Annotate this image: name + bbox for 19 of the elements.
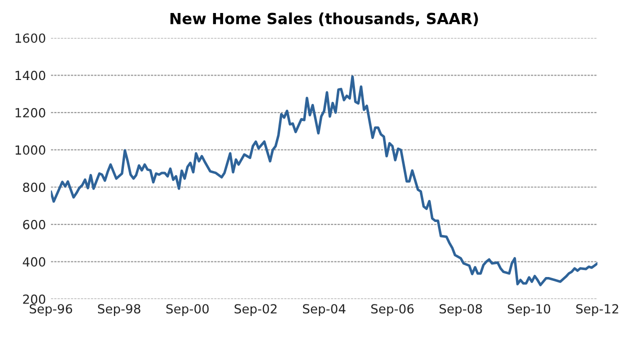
- y-tick-label: 1400: [16, 70, 46, 80]
- x-tick-label: Sep-06: [371, 304, 414, 316]
- y-tick-label: 400: [22, 257, 46, 267]
- y-tick-label: 1000: [16, 145, 46, 155]
- x-tick-label: Sep-00: [166, 304, 209, 316]
- y-tick-label: 1200: [16, 108, 46, 118]
- chart-title: New Home Sales (thousands, SAAR): [170, 12, 478, 26]
- x-tick-label: Sep-98: [98, 304, 140, 316]
- y-tick-label: 1600: [16, 33, 46, 43]
- x-tick-label: Sep-04: [302, 304, 346, 316]
- x-tick-label: Sep-02: [234, 304, 277, 316]
- x-tick-label: Sep-10: [508, 304, 550, 316]
- y-tick-label: 600: [23, 220, 46, 230]
- x-tick-label: Sep-08: [440, 304, 482, 316]
- line-series: [50, 75, 598, 286]
- y-tick-label: 200: [23, 294, 46, 304]
- x-tick-label: Sep-12: [576, 304, 618, 316]
- y-tick-label: 800: [23, 182, 46, 192]
- x-tick-label: Sep-96: [30, 304, 72, 316]
